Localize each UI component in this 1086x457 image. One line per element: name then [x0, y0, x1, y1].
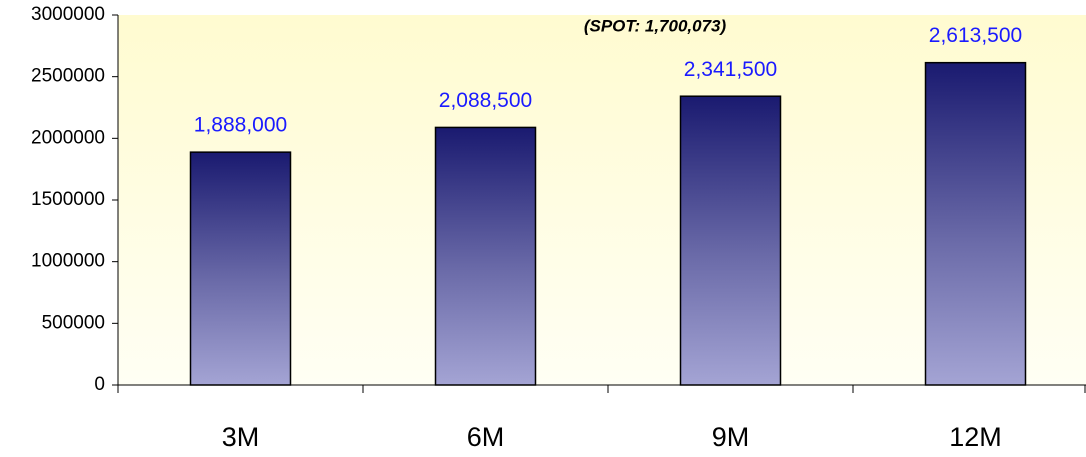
- y-tick-label: 0: [94, 374, 105, 395]
- annotation: (SPOT: 1,700,073): [584, 16, 727, 35]
- x-tick-label: 6M: [467, 422, 505, 452]
- y-tick-label: 2500000: [31, 66, 105, 87]
- value-label: 2,613,500: [929, 24, 1022, 47]
- y-tick-label: 1000000: [31, 251, 105, 272]
- bar: [189, 151, 292, 386]
- bar: [434, 126, 537, 386]
- bar: [679, 95, 782, 386]
- x-tick-label: 3M: [222, 422, 260, 452]
- value-label: 1,888,000: [194, 114, 287, 137]
- value-label: 2,341,500: [684, 58, 777, 81]
- value-label: 2,088,500: [439, 89, 532, 112]
- y-tick-label: 2000000: [31, 127, 105, 148]
- y-tick-label: 1500000: [31, 189, 105, 210]
- y-tick-label: 500000: [42, 312, 105, 333]
- bar: [924, 61, 1027, 386]
- y-tick-label: 3000000: [31, 4, 105, 25]
- x-tick-label: 12M: [949, 422, 1002, 452]
- x-tick-label: 9M: [712, 422, 750, 452]
